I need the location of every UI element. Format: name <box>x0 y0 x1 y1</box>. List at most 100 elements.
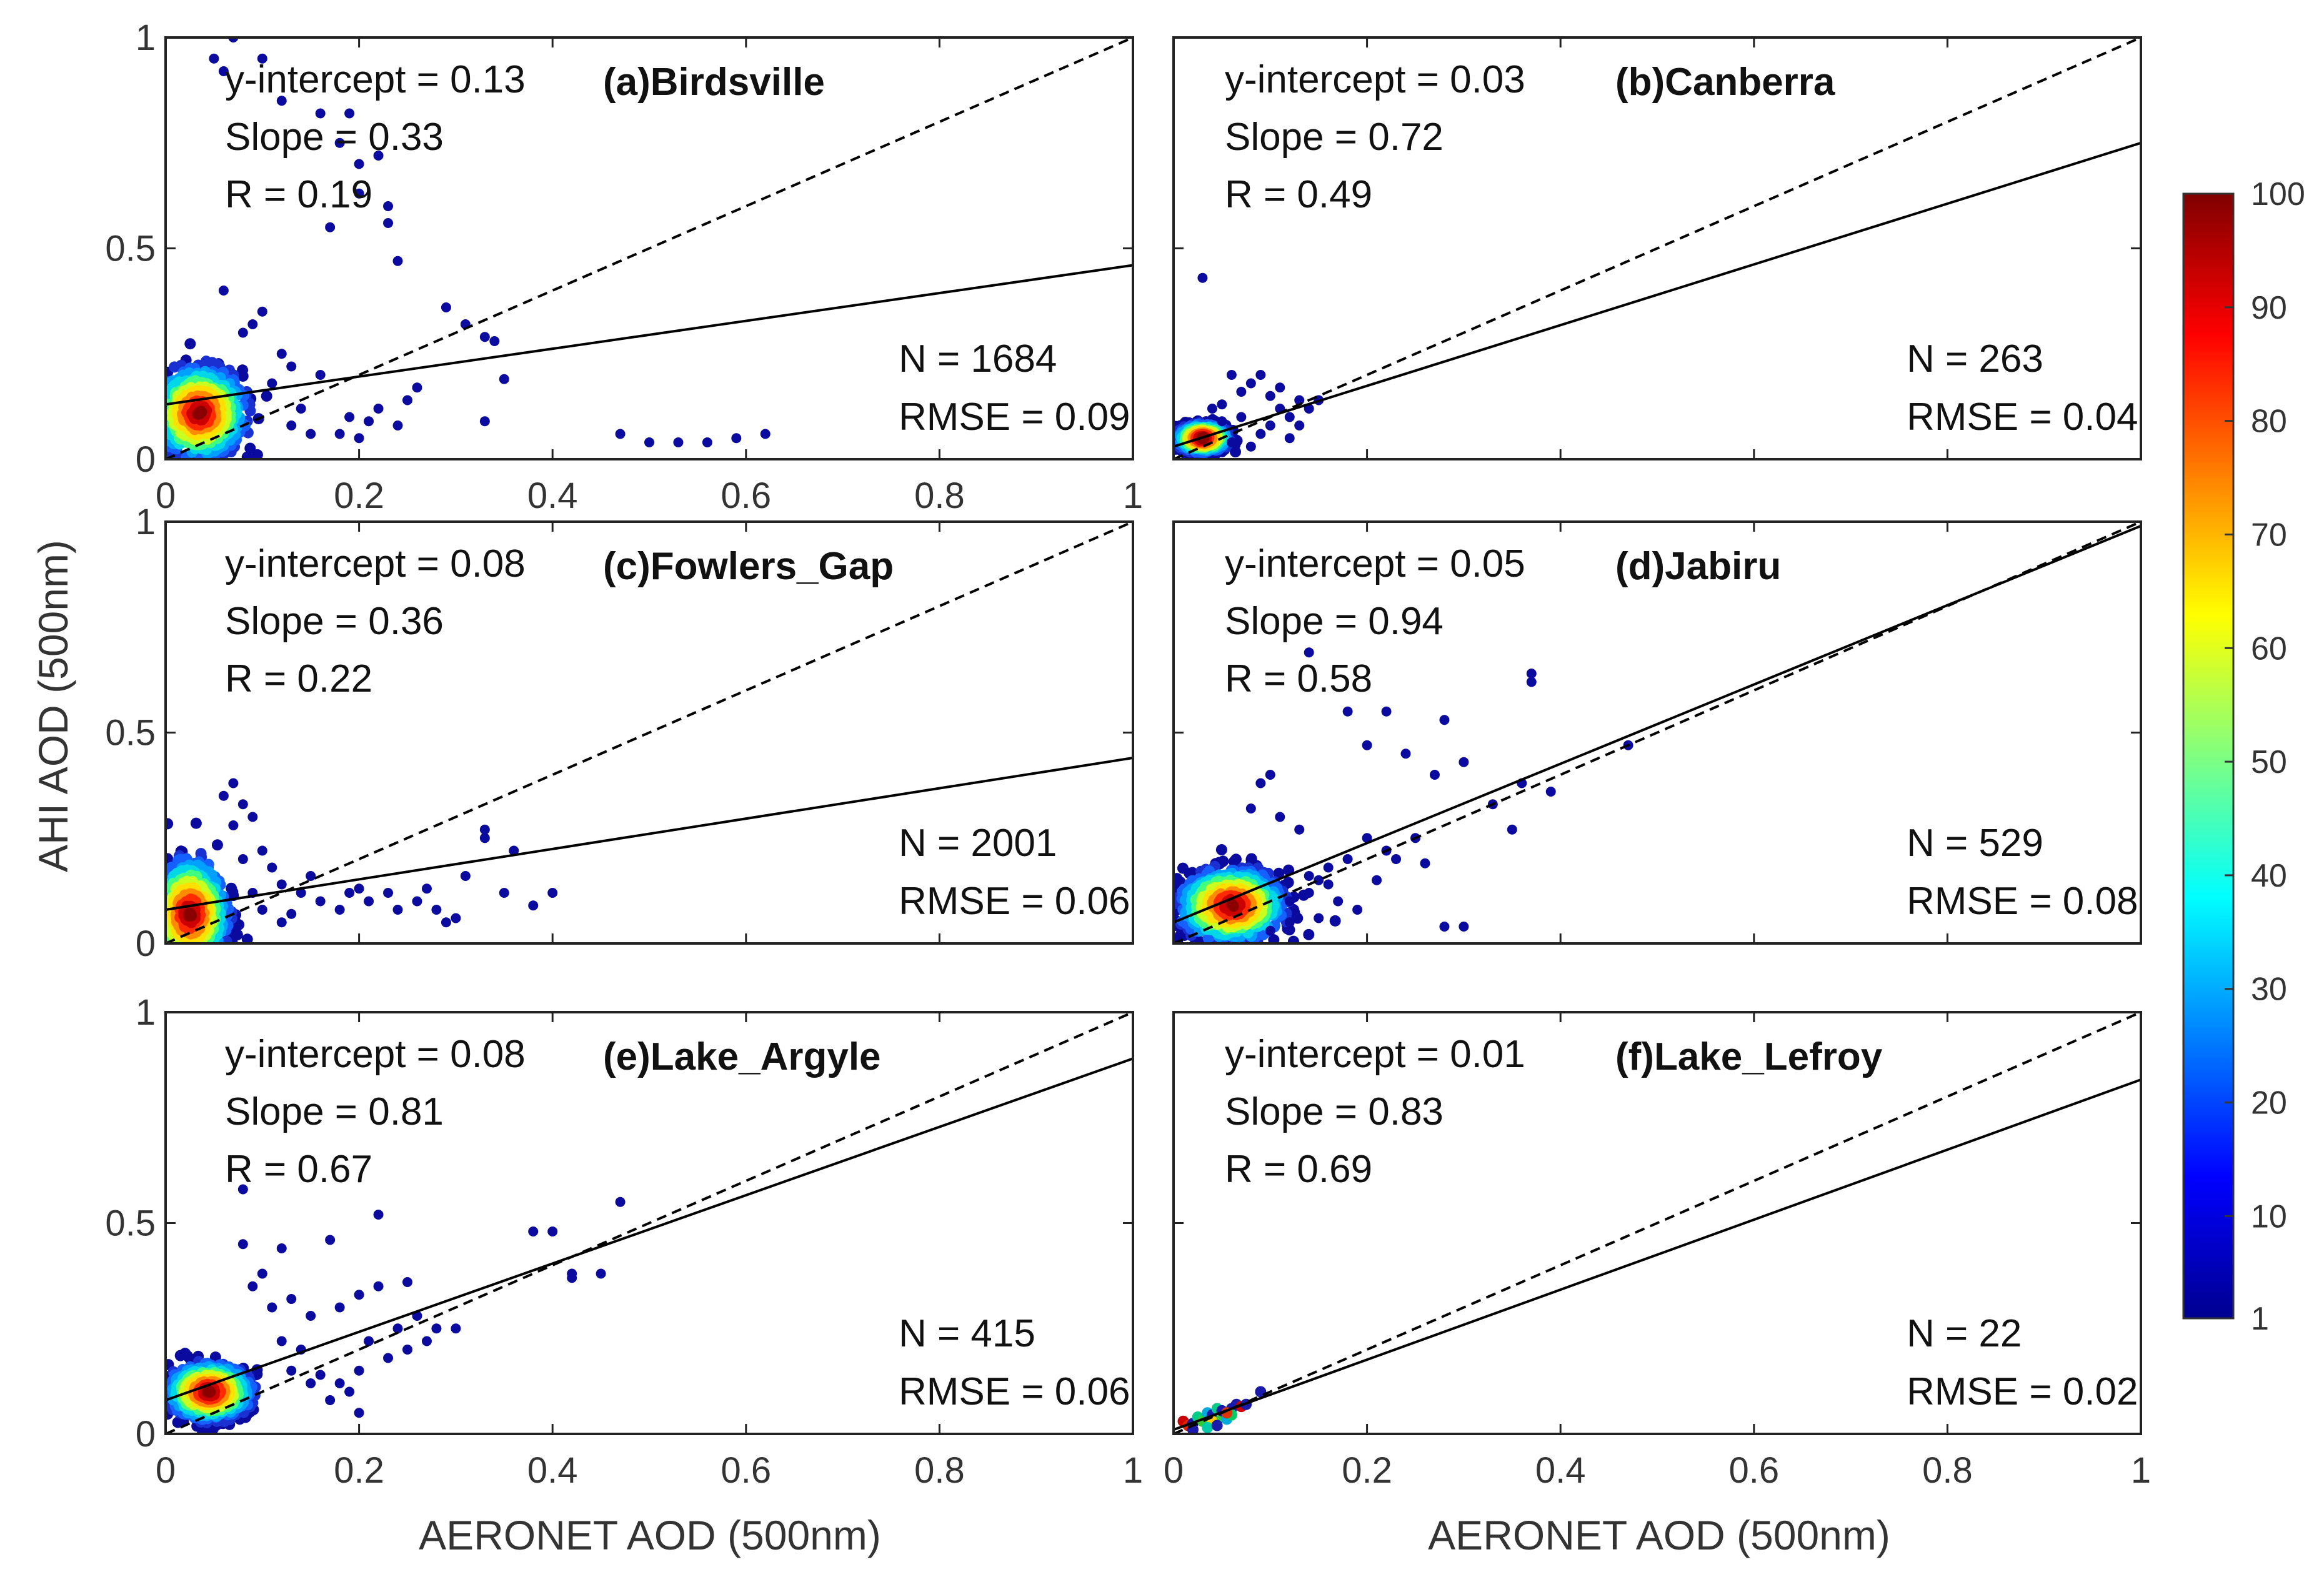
data-point <box>1304 871 1314 881</box>
data-point <box>673 437 684 447</box>
plot-marks <box>1174 522 2141 943</box>
data-point <box>1507 824 1517 835</box>
data-point <box>1226 898 1238 910</box>
rmse-label: RMSE = 0.06 <box>899 1370 1130 1413</box>
colorbar-tick-label: 30 <box>2251 972 2287 1008</box>
data-point <box>251 449 263 459</box>
x-tick-label: 0.2 <box>334 1450 384 1491</box>
data-point <box>1459 757 1469 767</box>
data-point <box>1381 706 1392 717</box>
data-point <box>1194 935 1205 943</box>
intercept-label: y-intercept = 0.05 <box>1225 542 1525 585</box>
data-point <box>315 370 326 380</box>
data-point <box>1391 854 1402 864</box>
data-point <box>354 883 364 894</box>
colorbar-tick-label: 60 <box>2251 630 2287 667</box>
data-point <box>267 378 277 389</box>
data-point <box>402 1277 412 1287</box>
data-point <box>218 790 229 801</box>
data-point <box>479 833 490 843</box>
data-point <box>1284 433 1295 444</box>
one-to-one-line <box>1174 1012 2141 1434</box>
rmse-label: RMSE = 0.09 <box>899 396 1130 439</box>
colorbar-tick-label: 80 <box>2251 404 2287 440</box>
data-point <box>373 404 384 414</box>
y-tick-label: 1 <box>136 17 156 58</box>
data-point <box>257 53 267 64</box>
data-point <box>257 905 267 915</box>
n-label: N = 1684 <box>899 337 1057 381</box>
regression-line <box>1174 1078 2141 1431</box>
data-point <box>306 429 316 439</box>
data-point <box>354 1365 364 1376</box>
colorbar-tick-label: 100 <box>2251 176 2305 212</box>
data-point <box>184 338 196 350</box>
x-axis-title-right: AERONET AOD (500nm) <box>1428 1512 1890 1558</box>
slope-label: Slope = 0.83 <box>1225 1090 1444 1133</box>
data-point <box>276 1243 287 1253</box>
data-point <box>1217 399 1227 410</box>
data-point <box>244 442 256 454</box>
data-point <box>392 905 403 915</box>
data-point <box>261 390 272 402</box>
data-point <box>334 905 345 915</box>
x-tick-label: 0.6 <box>1728 1450 1779 1491</box>
data-point <box>1265 420 1275 430</box>
n-label: N = 263 <box>1907 337 2043 381</box>
x-tick-label: 0 <box>156 1450 176 1491</box>
data-point <box>237 1184 248 1195</box>
data-point <box>247 319 258 329</box>
data-point <box>1329 915 1341 927</box>
regression-line <box>166 1057 1133 1401</box>
data-point <box>286 908 297 919</box>
one-to-one-line <box>166 37 1133 459</box>
data-point <box>166 818 174 830</box>
data-point <box>1304 647 1314 658</box>
data-point <box>228 820 239 830</box>
data-point <box>479 824 490 835</box>
data-point <box>218 66 229 76</box>
data-point <box>247 1281 258 1291</box>
data-point <box>306 1378 316 1388</box>
colorbar-tick-label: 1 <box>2251 1301 2269 1337</box>
data-point <box>211 839 223 851</box>
data-point <box>383 218 394 228</box>
data-point <box>1429 770 1440 780</box>
data-point <box>257 845 267 856</box>
colorbar-tick-label: 40 <box>2251 858 2287 894</box>
data-point <box>1268 934 1280 943</box>
data-point <box>286 361 297 372</box>
data-point <box>334 137 345 148</box>
data-point <box>1255 778 1266 789</box>
data-point <box>373 1210 384 1220</box>
data-point <box>1420 858 1430 868</box>
data-point <box>237 854 248 864</box>
data-point <box>1526 669 1537 679</box>
data-point <box>315 1370 326 1380</box>
data-point <box>547 888 558 898</box>
data-point <box>1265 770 1275 780</box>
data-point <box>344 1386 355 1397</box>
y-tick-label: 0.5 <box>105 1203 156 1244</box>
n-label: N = 22 <box>1907 1312 2022 1355</box>
y-tick-label: 0.5 <box>105 229 156 269</box>
r-label: R = 0.69 <box>1225 1148 1372 1191</box>
data-point <box>286 1365 297 1376</box>
data-point <box>373 1281 384 1291</box>
data-point <box>1284 412 1295 422</box>
data-point <box>1245 441 1256 452</box>
r-label: R = 0.67 <box>225 1148 372 1191</box>
data-point <box>460 871 471 881</box>
data-point <box>334 429 345 439</box>
data-point <box>1304 888 1314 898</box>
data-point <box>421 883 432 894</box>
data-point <box>190 817 202 829</box>
data-point <box>325 222 336 232</box>
slope-label: Slope = 0.36 <box>225 600 444 643</box>
data-point <box>315 108 326 119</box>
plot-marks <box>166 522 1133 943</box>
data-point <box>296 404 306 414</box>
